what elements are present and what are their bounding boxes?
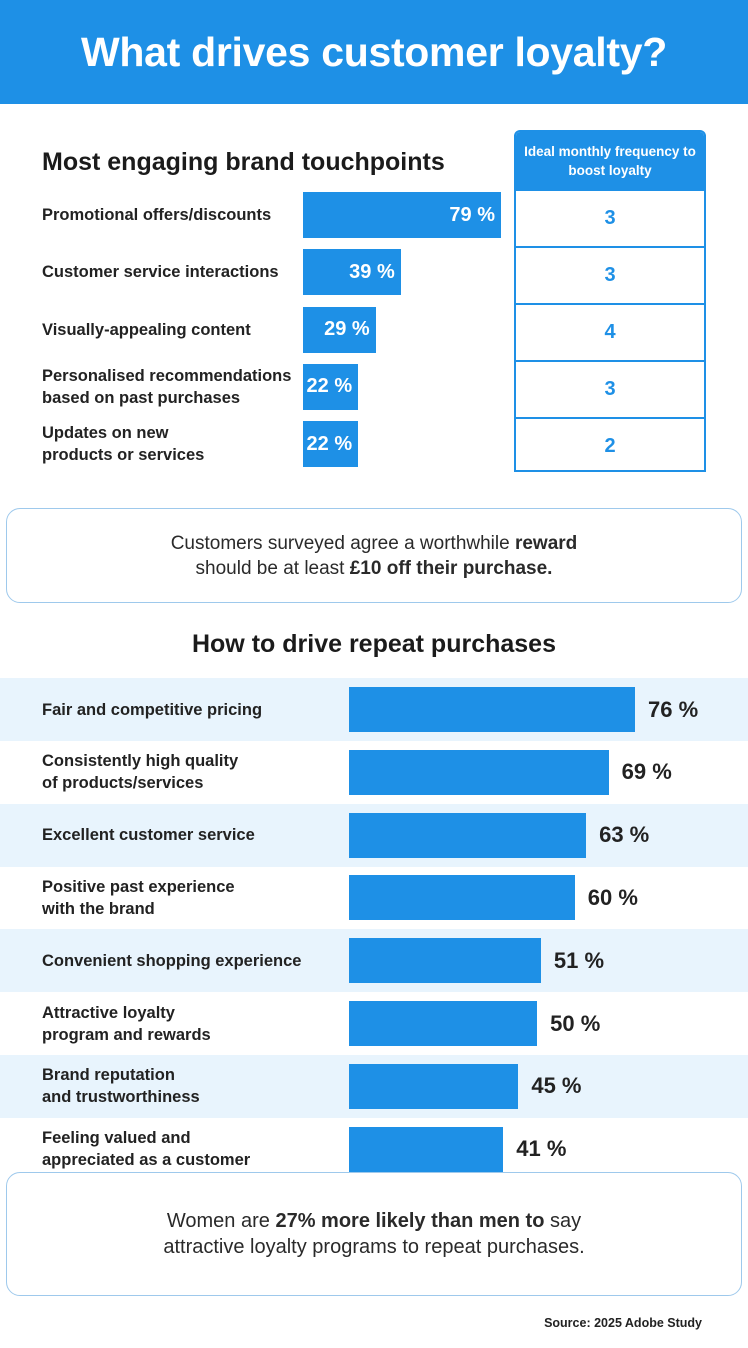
repeat-bar xyxy=(349,749,609,795)
repeat-row: Feeling valued and appreciated as a custo… xyxy=(0,1118,748,1181)
touchpoint-bar: 22 % xyxy=(303,363,359,410)
source-note: Source: 2025 Adobe Study xyxy=(544,1316,702,1330)
touchpoint-value-label: 29 % xyxy=(324,318,370,341)
frequency-cell: 3 xyxy=(516,360,704,417)
repeat-row: Brand reputation and trustworthiness 45 % xyxy=(0,1054,748,1118)
repeat-value-label: 60 % xyxy=(587,884,638,910)
touchpoint-row: Updates on new products or services 22 % xyxy=(0,421,510,468)
frequency-cell: 3 xyxy=(516,189,704,246)
frequency-table: Ideal monthly frequency to boost loyalty… xyxy=(514,130,706,472)
repeat-bar xyxy=(349,1001,538,1046)
repeat-label: Attractive loyalty program and rewards xyxy=(42,1003,211,1044)
repeat-row: Consistently high quality of products/ser… xyxy=(0,741,748,804)
touchpoint-value-label: 22 % xyxy=(306,432,353,455)
repeat-row: Attractive loyalty program and rewards 50 … xyxy=(0,992,748,1055)
touchpoint-label: Updates on new products or services xyxy=(42,424,205,465)
reward-callout-line1: Customers surveyed agree a worthwhile re… xyxy=(170,532,578,554)
repeat-value-label: 45 % xyxy=(531,1073,582,1099)
frequency-cell: 4 xyxy=(516,303,704,360)
women-callout-line1: Women are 27% more likely than men to sa… xyxy=(166,1210,582,1232)
repeat-bar xyxy=(349,875,575,921)
touchpoint-bar: 22 % xyxy=(303,421,359,468)
repeat-value-label: 69 % xyxy=(621,759,672,785)
touchpoint-label: Customer service interactions xyxy=(42,263,279,282)
repeat-bar xyxy=(349,1063,519,1109)
repeat-value-label: 50 % xyxy=(550,1010,601,1036)
repeat-label: Positive past experience with the brand xyxy=(42,877,235,918)
repeat-bar xyxy=(349,938,541,984)
women-callout: Women are 27% more likely than men to sa… xyxy=(6,1172,742,1296)
touchpoint-row: Customer service interactions 39 % xyxy=(0,249,510,296)
touchpoint-bar: 79 % xyxy=(303,192,501,238)
repeat-value-label: 51 % xyxy=(553,947,605,973)
repeat-label: Brand reputation and trustworthiness xyxy=(42,1066,200,1107)
touchpoint-bar: 39 % xyxy=(303,249,401,296)
women-callout-line2: attractive loyalty programs to repeat pu… xyxy=(163,1236,585,1258)
touchpoint-row: Visually-appealing content 29 % xyxy=(0,306,510,353)
repeat-value-label: 41 % xyxy=(516,1136,567,1162)
repeat-row: Positive past experience with the brand 60… xyxy=(0,866,748,929)
repeat-label: Feeling valued and appreciated as a custo… xyxy=(42,1129,251,1170)
touchpoint-value-label: 39 % xyxy=(349,260,395,283)
reward-callout: Customers surveyed agree a worthwhile re… xyxy=(6,508,742,603)
repeat-bar xyxy=(349,687,635,732)
touchpoint-row: Promotional offers/discounts 79 % xyxy=(0,192,510,238)
touchpoint-label: Promotional offers/discounts xyxy=(42,206,272,224)
repeat-bar xyxy=(349,1126,504,1172)
page-title: What drives customer loyalty? xyxy=(81,28,667,75)
touchpoint-value-label: 22 % xyxy=(306,375,353,398)
repeat-label: Fair and competitive pricing xyxy=(42,700,263,719)
repeat-row: Excellent customer service 63 % xyxy=(0,803,748,867)
repeat-label: Consistently high quality of products/ser… xyxy=(42,752,239,793)
repeat-bar xyxy=(349,812,587,858)
frequency-cell: 3 xyxy=(516,246,704,303)
repeat-purchases-title: How to drive repeat purchases xyxy=(191,630,556,658)
repeat-row: Fair and competitive pricing 76 % xyxy=(0,678,748,741)
repeat-label: Convenient shopping experience xyxy=(42,951,302,970)
touchpoint-label: Visually-appealing content xyxy=(42,320,251,339)
touchpoint-label: Personalised recommendations based on pas… xyxy=(42,366,292,407)
frequency-header: Ideal monthly frequency to boost loyalty xyxy=(516,132,704,189)
frequency-cell: 2 xyxy=(516,417,704,470)
touchpoint-value-label: 79 % xyxy=(449,203,495,226)
touchpoints-title: Most engaging brand touchpoints xyxy=(42,148,445,176)
repeat-value-label: 76 % xyxy=(648,696,699,722)
repeat-row: Convenient shopping experience 51 % xyxy=(0,929,748,993)
repeat-label: Excellent customer service xyxy=(42,826,255,845)
reward-callout-line2: should be at least £10 off their purchas… xyxy=(195,557,553,579)
repeat-value-label: 63 % xyxy=(599,822,650,848)
touchpoint-row: Personalised recommendations based on pas… xyxy=(0,363,510,410)
header-banner: What drives customer loyalty? xyxy=(0,0,748,104)
touchpoint-bar: 29 % xyxy=(303,306,376,353)
